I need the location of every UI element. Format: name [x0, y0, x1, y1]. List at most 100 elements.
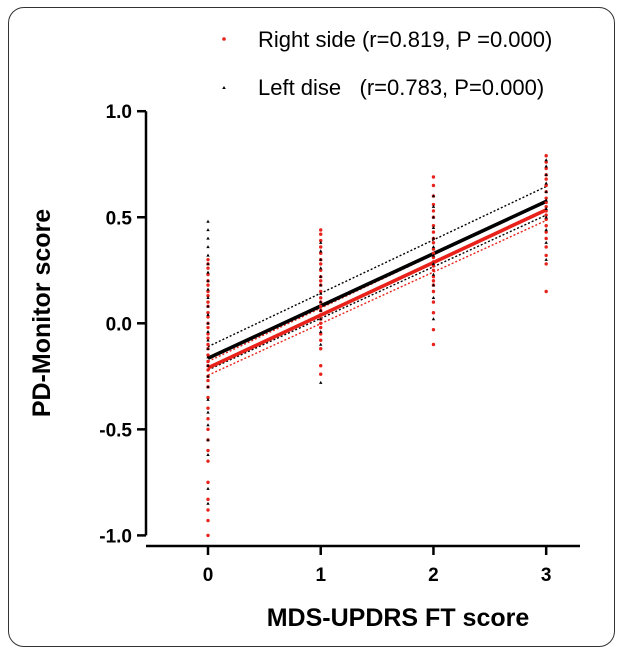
data-point-right — [431, 289, 436, 294]
data-point-right — [206, 272, 210, 277]
x-axis-title: MDS-UPDRS FT score — [267, 604, 530, 632]
data-point-right — [206, 266, 210, 270]
data-point-right — [431, 251, 436, 256]
data-point-right — [206, 325, 210, 330]
data-point-left — [206, 270, 210, 274]
data-point-left — [319, 380, 323, 384]
data-point-left — [319, 283, 323, 287]
data-point-left — [319, 317, 323, 321]
data-point-left — [431, 236, 436, 240]
data-point-left — [544, 198, 548, 202]
data-point-left — [206, 363, 210, 367]
data-point-right — [319, 232, 323, 236]
data-point-left — [431, 272, 436, 276]
data-point-right — [544, 213, 548, 217]
data-point-right — [544, 253, 548, 258]
data-point-right — [319, 372, 323, 376]
data-point-right — [544, 160, 548, 164]
data-point-right — [206, 448, 210, 453]
data-point-right — [319, 338, 323, 342]
x-tick-label: 0 — [203, 565, 214, 586]
data-point-right — [319, 313, 323, 317]
data-point-right — [206, 378, 210, 383]
data-point-left — [544, 173, 548, 177]
y-tick-label: 0.5 — [106, 208, 133, 229]
data-point-right — [206, 533, 210, 538]
data-point-right — [431, 202, 436, 207]
data-point-right — [431, 342, 436, 347]
data-point-right — [319, 228, 323, 232]
legend-label-left-side: Left dise (r=0.783, P=0.000) — [258, 75, 544, 100]
data-point-left — [431, 194, 436, 198]
data-point-left — [544, 240, 548, 244]
data-point-left — [206, 338, 210, 342]
legend-label-right-side: Right side (r=0.819, P =0.000) — [258, 27, 552, 52]
data-point-right — [431, 268, 436, 272]
data-point-left — [319, 291, 323, 295]
ci-lower-left — [207, 214, 547, 371]
axes — [144, 111, 580, 548]
data-point-right — [206, 359, 210, 364]
data-point-left — [206, 397, 210, 401]
scatter-chart: 1.0 0.5 0.0 -0.5 -1.0 0 1 2 3 Right side (r=0.81… — [28, 27, 580, 632]
data-point-left — [206, 438, 210, 442]
data-point-left — [206, 321, 210, 325]
ticks: 1.0 0.5 0.0 -0.5 -1.0 0 1 2 3 — [99, 102, 551, 586]
data-point-left — [206, 262, 210, 266]
data-point-right — [544, 177, 548, 181]
data-point-right — [206, 342, 210, 347]
data-point-right — [206, 336, 210, 340]
legend: Right side (r=0.819, P =0.000) Left dise… — [222, 27, 552, 100]
data-point-left — [319, 342, 323, 346]
data-point-left — [206, 304, 210, 308]
data-point-right — [544, 200, 548, 205]
ci-upper-left — [207, 185, 547, 348]
data-point-right — [206, 406, 210, 410]
data-point-right — [319, 347, 323, 351]
data-point-left — [206, 279, 210, 283]
data-point-right — [544, 209, 548, 213]
regression-line-left — [207, 199, 547, 360]
data-point-right — [319, 262, 323, 266]
data-point-right — [431, 175, 436, 179]
data-point-left — [544, 215, 548, 219]
data-point-left — [206, 228, 210, 232]
y-tick-label: -0.5 — [99, 420, 132, 441]
data-point-left — [206, 253, 210, 257]
data-point-right — [319, 296, 323, 300]
data-point-left — [206, 486, 210, 490]
data-point-right — [206, 353, 210, 357]
data-point-right — [206, 395, 210, 400]
data-point-left — [206, 287, 210, 291]
data-point-right — [206, 508, 210, 512]
data-point-right — [544, 230, 548, 234]
data-point-left — [206, 385, 210, 389]
data-point-right — [431, 300, 436, 304]
data-point-right — [206, 518, 210, 523]
data-point-left — [206, 296, 210, 300]
data-point-left — [431, 283, 436, 287]
data-point-left — [544, 164, 548, 168]
data-point-left — [206, 355, 210, 359]
y-tick-label: -1.0 — [99, 526, 132, 547]
data-point-right — [319, 321, 323, 326]
data-point-left — [544, 206, 548, 210]
x-tick-label: 1 — [315, 565, 326, 586]
data-point-left — [206, 374, 210, 378]
data-point-left — [319, 274, 323, 278]
data-point-right — [431, 260, 436, 264]
x-tick-label: 2 — [428, 565, 439, 586]
data-point-right — [544, 196, 548, 200]
data-point-right — [431, 264, 436, 268]
data-point-left — [319, 300, 323, 304]
legend-marker-left-side — [222, 86, 226, 89]
regression-line-right — [207, 208, 547, 370]
data-point-left — [206, 313, 210, 317]
data-point-right — [206, 300, 210, 304]
data-point-right — [544, 183, 548, 188]
data-point-right — [319, 268, 323, 272]
data-point-left — [544, 190, 548, 194]
data-point-right — [544, 204, 548, 209]
data-point-right — [206, 283, 210, 287]
ci-lower-right — [207, 219, 547, 376]
